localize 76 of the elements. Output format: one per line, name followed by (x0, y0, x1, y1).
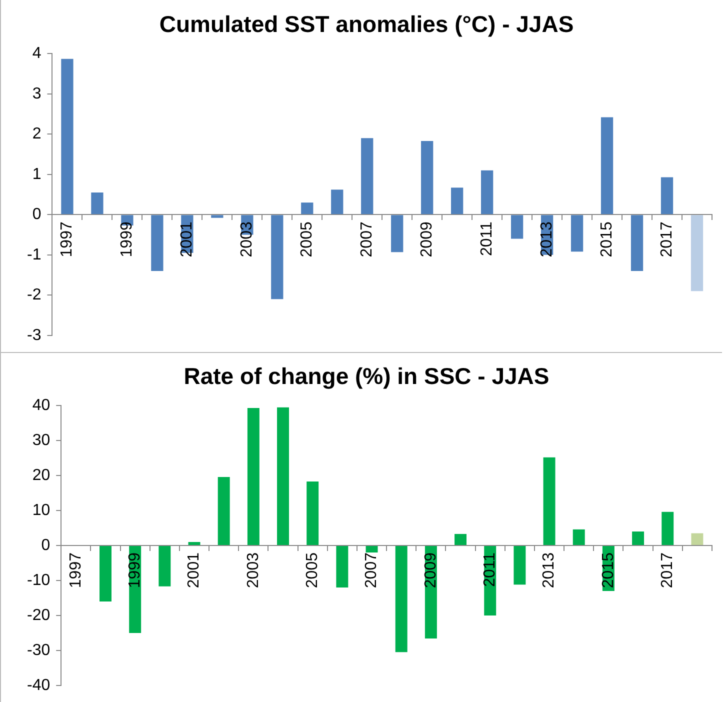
bar (188, 542, 200, 545)
x-tick-label: 2001 (186, 552, 203, 588)
y-tick-label: 1 (32, 166, 42, 183)
bar (690, 215, 704, 292)
x-tick-label: 2005 (304, 552, 322, 588)
bar (306, 481, 319, 545)
bar (247, 408, 260, 545)
bar (277, 407, 290, 545)
bar (572, 529, 585, 545)
y-tick-label: 2 (32, 126, 42, 143)
x-tick-label: 2003 (244, 552, 262, 588)
y-tick-label: -10 (27, 572, 50, 589)
x-tick-label: 2003 (238, 222, 256, 258)
bar (630, 215, 644, 271)
y-tick-label: 10 (32, 502, 50, 519)
x-tick-label: 2013 (538, 222, 556, 258)
bar (543, 457, 556, 545)
bar (336, 546, 348, 588)
x-tick-label: 2001 (178, 222, 196, 258)
bar (301, 202, 314, 214)
x-tick-label: 2013 (540, 552, 558, 588)
x-tick-label: 2009 (418, 222, 436, 258)
bar (366, 546, 378, 552)
x-tick-label: 2015 (598, 222, 616, 258)
x-tick-label: 2005 (298, 222, 316, 258)
bar (395, 546, 408, 652)
bar (514, 546, 526, 585)
x-tick-label: 1999 (118, 222, 136, 258)
bar (100, 546, 112, 602)
bar (391, 215, 404, 252)
bar (361, 138, 374, 214)
x-tick-label: 1997 (67, 552, 84, 588)
bar (451, 188, 464, 214)
x-tick-label: 1997 (58, 222, 76, 258)
bar (421, 140, 434, 214)
y-tick-label: -1 (26, 246, 42, 264)
x-tick-label: 2007 (358, 222, 376, 258)
chart-title: Cumulated SST anomalies (°C) - JJAS (159, 11, 574, 38)
bar (454, 534, 467, 545)
y-tick-label: -30 (27, 642, 50, 659)
bar (211, 215, 224, 218)
y-tick-label: -20 (27, 606, 50, 624)
bar (61, 58, 74, 214)
y-tick-label: 0 (32, 206, 42, 224)
y-tick-label: 40 (32, 397, 50, 414)
x-tick-label: 2015 (600, 552, 617, 588)
y-tick-label: -40 (27, 676, 50, 694)
bar (660, 177, 674, 214)
y-tick-label: -3 (26, 326, 42, 344)
bar (218, 476, 230, 545)
y-tick-label: 30 (32, 432, 50, 449)
bar (91, 192, 104, 214)
y-tick-label: 3 (32, 85, 42, 102)
bar (510, 215, 524, 239)
bar (662, 512, 674, 545)
y-tick-label: 0 (41, 536, 50, 554)
bar (271, 215, 284, 300)
x-tick-label: 2011 (478, 222, 496, 256)
y-tick-label: 20 (32, 466, 50, 484)
x-tick-label: 1999 (126, 552, 144, 588)
bar (632, 532, 644, 545)
bar (570, 215, 584, 252)
y-tick-label: 4 (32, 45, 42, 62)
bar (331, 190, 344, 214)
x-tick-label: 2007 (363, 552, 380, 588)
x-tick-label: 2009 (422, 552, 440, 588)
x-tick-label: 2017 (659, 552, 676, 588)
bar (481, 170, 494, 214)
bar (151, 215, 164, 271)
bar (158, 546, 171, 586)
bar (600, 117, 614, 214)
y-tick-label: -2 (26, 286, 42, 304)
x-tick-label: 2017 (658, 222, 676, 258)
bar (691, 533, 704, 545)
x-tick-label: 2011 (482, 552, 499, 587)
chart-title: Rate of change (%) in SSC - JJAS (184, 363, 550, 390)
